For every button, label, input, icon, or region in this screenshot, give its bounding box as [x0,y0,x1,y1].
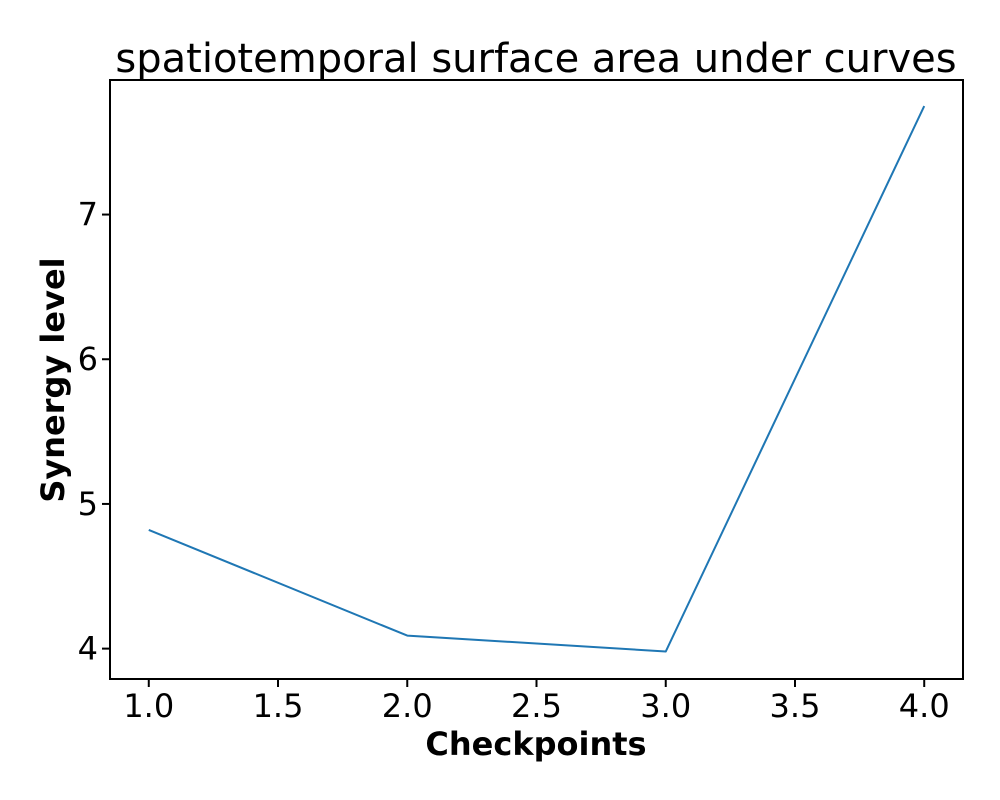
y-tick-label: 4 [78,630,98,668]
y-tick-label: 7 [78,196,98,234]
series-line [148,105,926,653]
x-tick-label: 1.0 [123,687,174,725]
x-axis-label: Checkpoints [425,725,646,763]
y-axis-label: Synergy level [34,257,72,502]
x-tick-label: 3.5 [770,687,821,725]
x-axis-ticks: 1.0 1.5 2.0 2.5 3.0 3.5 4.0 [123,679,950,725]
plot-area [148,105,926,653]
x-tick-label: 2.5 [511,687,562,725]
x-tick-label: 4.0 [899,687,950,725]
x-tick-label: 3.0 [640,687,691,725]
y-axis-ticks: 4 5 6 7 [78,196,110,668]
x-tick-label: 2.0 [382,687,433,725]
y-tick-label: 5 [78,485,98,523]
chart-title: spatiotemporal surface area under curves [115,36,956,82]
y-tick-label: 6 [78,340,98,378]
x-tick-label: 1.5 [253,687,304,725]
axes-frame [109,79,964,680]
